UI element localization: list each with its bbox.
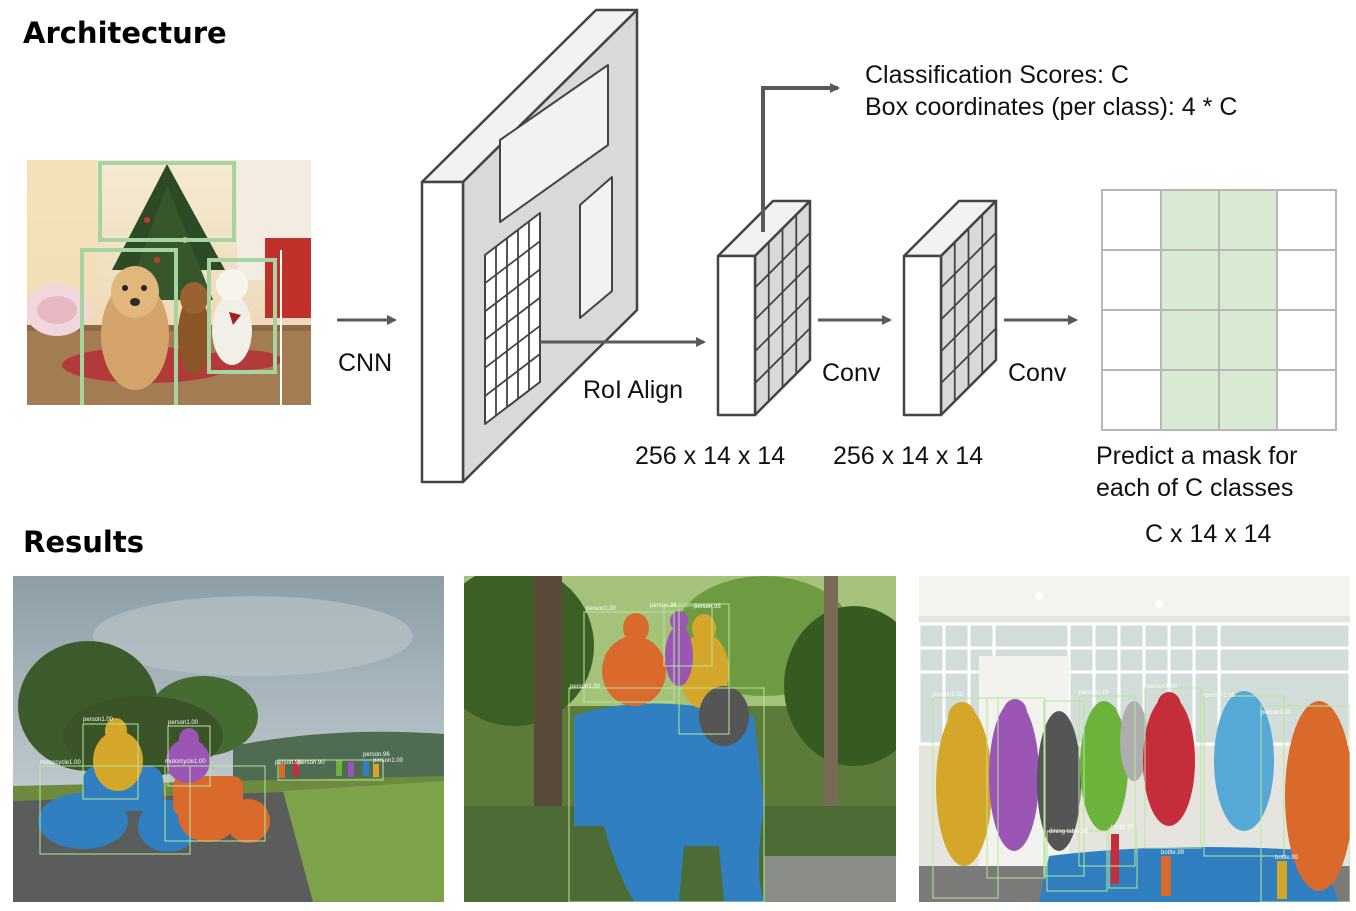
svg-text:bottle.99: bottle.99 <box>1275 855 1299 861</box>
mask-grid <box>1101 189 1337 431</box>
svg-text:person1.00: person1.00 <box>1079 690 1110 696</box>
svg-text:person.98: person.98 <box>694 604 721 610</box>
svg-text:bottle.99: bottle.99 <box>1111 825 1135 831</box>
conv-label-2: Conv <box>1008 359 1067 387</box>
svg-text:person.96: person.96 <box>650 603 677 609</box>
classification-scores-label: Classification Scores: C <box>865 61 1129 89</box>
dim-label-1: 256 x 14 x 14 <box>635 442 786 470</box>
classification-branch-arrow <box>761 83 840 232</box>
conv-feature-block <box>902 199 998 417</box>
results-heading: Results <box>23 525 144 559</box>
architecture-heading: Architecture <box>23 16 227 50</box>
svg-text:person1.00: person1.00 <box>933 692 964 698</box>
svg-text:motorcycle1.00: motorcycle1.00 <box>40 760 81 766</box>
svg-text:person.96: person.96 <box>363 752 390 758</box>
svg-text:person1.00: person1.00 <box>1261 710 1292 716</box>
svg-text:person1.00: person1.00 <box>570 684 601 690</box>
svg-text:motorcycle1.00: motorcycle1.00 <box>165 759 206 765</box>
box-coordinates-label: Box coordinates (per class): 4 * C <box>865 93 1238 121</box>
roi-feature-block <box>716 199 812 417</box>
svg-text:person.90: person.90 <box>298 760 325 766</box>
dim-label-2: 256 x 14 x 14 <box>833 442 984 470</box>
svg-text:person1.00: person1.00 <box>83 717 114 723</box>
result-image-elephant: person1.00 person.96 person.98 person1.0… <box>464 576 896 902</box>
svg-text:person1.00: person1.00 <box>168 720 199 726</box>
predict-mask-label-line2: each of C classes <box>1096 474 1294 502</box>
svg-text:dining table.96: dining table.96 <box>1049 829 1089 835</box>
conv-label-1: Conv <box>822 359 881 387</box>
feature-map-block <box>420 8 639 484</box>
predict-mask-label-line1: Predict a mask for <box>1096 442 1298 470</box>
roi-align-label: RoI Align <box>583 376 684 404</box>
result-image-room: person1.00 person1.00 person1.00 person1… <box>919 576 1350 902</box>
svg-text:person.96: person.96 <box>275 760 302 766</box>
svg-text:person1.00: person1.00 <box>586 606 617 612</box>
svg-text:person1.00: person1.00 <box>373 758 404 764</box>
mask-dim-label: C x 14 x 14 <box>1145 520 1272 548</box>
result-image-motorcycles: motorcycle1.00 motorcycle1.00 person1.00… <box>13 576 444 902</box>
input-image <box>27 160 311 405</box>
cnn-label: CNN <box>338 349 393 377</box>
svg-text:bottle.99: bottle.99 <box>1161 850 1185 856</box>
architecture-diagram <box>337 8 1337 484</box>
svg-text:person1.00: person1.00 <box>1147 684 1178 690</box>
svg-text:person1.00: person1.00 <box>1205 693 1236 699</box>
